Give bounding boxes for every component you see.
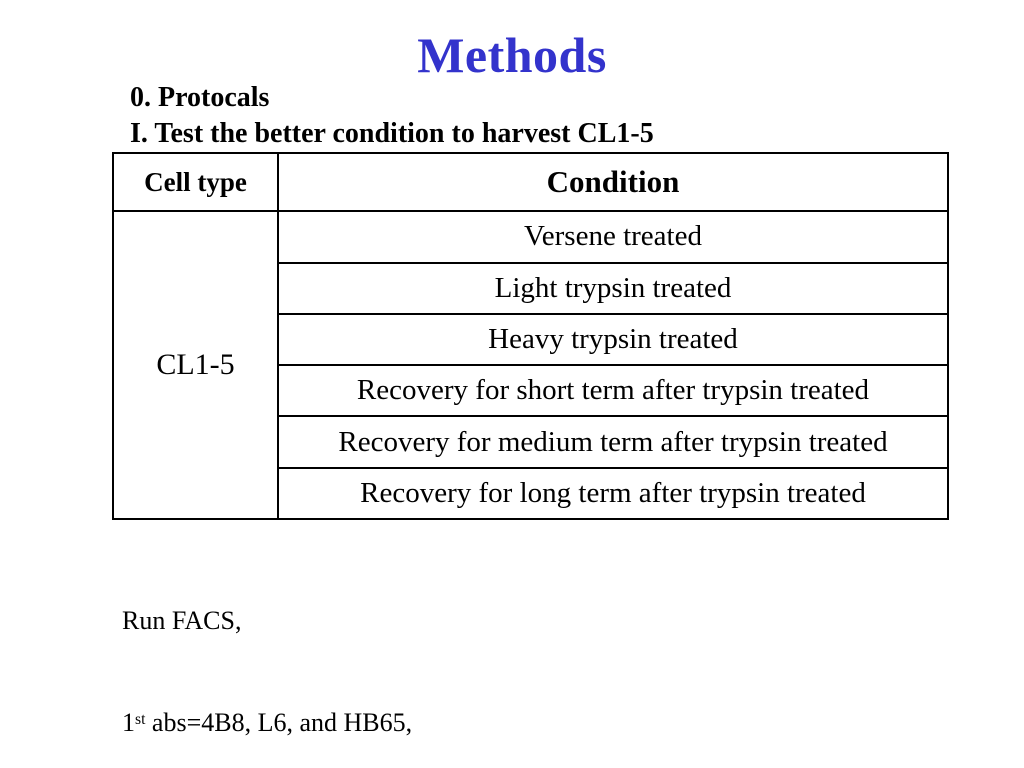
table-row: Light trypsin treated	[113, 261, 949, 315]
table-header-row: Cell type Condition	[112, 151, 949, 213]
table-row: Recovery for long term after trypsin tre…	[113, 466, 949, 521]
superscript: st	[135, 710, 146, 728]
conditions-table: Cell type Condition CL1-5 Versene treate…	[112, 151, 949, 521]
column-header-condition: Condition	[277, 151, 949, 213]
condition-heavy-trypsin: Heavy trypsin treated	[277, 312, 949, 367]
condition-recovery-medium: Recovery for medium term after trypsin t…	[277, 415, 949, 469]
condition-light-trypsin: Light trypsin treated	[277, 261, 949, 315]
slide-title: Methods	[417, 27, 607, 83]
table-row: CL1-5 Versene treated	[112, 210, 949, 520]
table-row: Recovery for medium term after trypsin t…	[113, 415, 949, 469]
condition-versene: Versene treated	[277, 210, 949, 264]
note-first-abs: 1st abs=4B8, L6, and HB65,	[122, 708, 413, 737]
heading-test-condition: I. Test the better condition to harvest …	[130, 118, 654, 149]
condition-recovery-short: Recovery for short term after trypsin tr…	[277, 364, 949, 418]
section-headings: 0. Protocals I. Test the better conditio…	[130, 80, 654, 152]
table-row: Heavy trypsin treated	[113, 312, 949, 367]
facs-notes: Run FACS, 1st abs=4B8, L6, and HB65, 2nd…	[122, 536, 824, 768]
column-header-cell-type: Cell type	[112, 151, 279, 213]
table-row: Recovery for short term after trypsin tr…	[113, 364, 949, 418]
note-run-facs: Run FACS,	[122, 606, 242, 635]
condition-recovery-long: Recovery for long term after trypsin tre…	[277, 466, 949, 521]
cell-type-value: CL1-5	[112, 210, 279, 520]
heading-protocols: 0. Protocals	[130, 82, 270, 113]
